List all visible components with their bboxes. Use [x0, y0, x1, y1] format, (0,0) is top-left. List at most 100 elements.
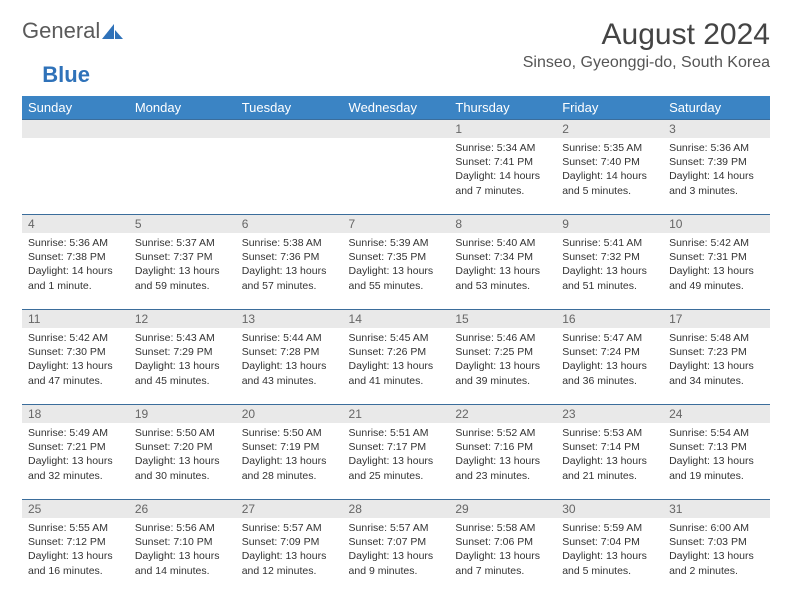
calendar-day-cell: 4Sunrise: 5:36 AMSunset: 7:38 PMDaylight… [22, 215, 129, 310]
calendar-day-cell: 18Sunrise: 5:49 AMSunset: 7:21 PMDayligh… [22, 405, 129, 500]
logo-text-2: Blue [42, 62, 90, 88]
sunset-text: Sunset: 7:13 PM [669, 440, 764, 454]
day-content: Sunrise: 5:37 AMSunset: 7:37 PMDaylight:… [129, 233, 236, 297]
day-content: Sunrise: 5:51 AMSunset: 7:17 PMDaylight:… [343, 423, 450, 487]
sunrise-text: Sunrise: 5:57 AM [242, 521, 337, 535]
sunrise-text: Sunrise: 5:42 AM [28, 331, 123, 345]
daylight-text: Daylight: 13 hours and 47 minutes. [28, 359, 123, 387]
calendar-day-cell: 19Sunrise: 5:50 AMSunset: 7:20 PMDayligh… [129, 405, 236, 500]
day-number: 23 [556, 405, 663, 423]
sunset-text: Sunset: 7:26 PM [349, 345, 444, 359]
day-number: 4 [22, 215, 129, 233]
sunset-text: Sunset: 7:41 PM [455, 155, 550, 169]
calendar-week-row: 18Sunrise: 5:49 AMSunset: 7:21 PMDayligh… [22, 405, 770, 500]
day-content: Sunrise: 5:42 AMSunset: 7:31 PMDaylight:… [663, 233, 770, 297]
logo: General [22, 18, 124, 44]
daylight-text: Daylight: 13 hours and 41 minutes. [349, 359, 444, 387]
day-number: 26 [129, 500, 236, 518]
calendar-day-cell [236, 120, 343, 215]
daylight-text: Daylight: 13 hours and 14 minutes. [135, 549, 230, 577]
sunset-text: Sunset: 7:09 PM [242, 535, 337, 549]
daylight-text: Daylight: 13 hours and 19 minutes. [669, 454, 764, 482]
weekday-header: Sunday [22, 96, 129, 120]
sunrise-text: Sunrise: 5:37 AM [135, 236, 230, 250]
sunset-text: Sunset: 7:38 PM [28, 250, 123, 264]
day-content: Sunrise: 5:46 AMSunset: 7:25 PMDaylight:… [449, 328, 556, 392]
day-content [236, 138, 343, 145]
day-content [343, 138, 450, 145]
sunrise-text: Sunrise: 5:36 AM [28, 236, 123, 250]
month-title: August 2024 [523, 18, 770, 52]
sunrise-text: Sunrise: 5:45 AM [349, 331, 444, 345]
sunset-text: Sunset: 7:30 PM [28, 345, 123, 359]
day-content: Sunrise: 5:42 AMSunset: 7:30 PMDaylight:… [22, 328, 129, 392]
calendar-day-cell: 27Sunrise: 5:57 AMSunset: 7:09 PMDayligh… [236, 500, 343, 595]
calendar-body: 1Sunrise: 5:34 AMSunset: 7:41 PMDaylight… [22, 120, 770, 595]
daylight-text: Daylight: 13 hours and 7 minutes. [455, 549, 550, 577]
sunset-text: Sunset: 7:03 PM [669, 535, 764, 549]
day-number: 30 [556, 500, 663, 518]
daylight-text: Daylight: 13 hours and 49 minutes. [669, 264, 764, 292]
sunset-text: Sunset: 7:07 PM [349, 535, 444, 549]
day-number: 28 [343, 500, 450, 518]
sunset-text: Sunset: 7:21 PM [28, 440, 123, 454]
sunset-text: Sunset: 7:29 PM [135, 345, 230, 359]
sunset-text: Sunset: 7:10 PM [135, 535, 230, 549]
day-content: Sunrise: 5:52 AMSunset: 7:16 PMDaylight:… [449, 423, 556, 487]
day-content: Sunrise: 5:41 AMSunset: 7:32 PMDaylight:… [556, 233, 663, 297]
weekday-header: Monday [129, 96, 236, 120]
day-content: Sunrise: 5:39 AMSunset: 7:35 PMDaylight:… [343, 233, 450, 297]
sunrise-text: Sunrise: 5:50 AM [135, 426, 230, 440]
day-content: Sunrise: 6:00 AMSunset: 7:03 PMDaylight:… [663, 518, 770, 582]
sunset-text: Sunset: 7:25 PM [455, 345, 550, 359]
day-content: Sunrise: 5:44 AMSunset: 7:28 PMDaylight:… [236, 328, 343, 392]
sunrise-text: Sunrise: 5:47 AM [562, 331, 657, 345]
calendar-day-cell: 6Sunrise: 5:38 AMSunset: 7:36 PMDaylight… [236, 215, 343, 310]
sunset-text: Sunset: 7:12 PM [28, 535, 123, 549]
sunset-text: Sunset: 7:06 PM [455, 535, 550, 549]
calendar-day-cell: 9Sunrise: 5:41 AMSunset: 7:32 PMDaylight… [556, 215, 663, 310]
day-content: Sunrise: 5:57 AMSunset: 7:07 PMDaylight:… [343, 518, 450, 582]
day-number: 11 [22, 310, 129, 328]
day-content: Sunrise: 5:55 AMSunset: 7:12 PMDaylight:… [22, 518, 129, 582]
day-number: 22 [449, 405, 556, 423]
calendar-day-cell: 11Sunrise: 5:42 AMSunset: 7:30 PMDayligh… [22, 310, 129, 405]
day-content: Sunrise: 5:49 AMSunset: 7:21 PMDaylight:… [22, 423, 129, 487]
day-number: 24 [663, 405, 770, 423]
sunrise-text: Sunrise: 5:59 AM [562, 521, 657, 535]
day-number [129, 120, 236, 138]
sunset-text: Sunset: 7:39 PM [669, 155, 764, 169]
calendar-day-cell: 28Sunrise: 5:57 AMSunset: 7:07 PMDayligh… [343, 500, 450, 595]
daylight-text: Daylight: 13 hours and 45 minutes. [135, 359, 230, 387]
weekday-header: Saturday [663, 96, 770, 120]
day-number: 25 [22, 500, 129, 518]
daylight-text: Daylight: 13 hours and 12 minutes. [242, 549, 337, 577]
day-content: Sunrise: 5:45 AMSunset: 7:26 PMDaylight:… [343, 328, 450, 392]
weekday-header-row: SundayMondayTuesdayWednesdayThursdayFrid… [22, 96, 770, 120]
sunset-text: Sunset: 7:28 PM [242, 345, 337, 359]
sunset-text: Sunset: 7:16 PM [455, 440, 550, 454]
weekday-header: Thursday [449, 96, 556, 120]
calendar-day-cell: 7Sunrise: 5:39 AMSunset: 7:35 PMDaylight… [343, 215, 450, 310]
daylight-text: Daylight: 13 hours and 23 minutes. [455, 454, 550, 482]
sunset-text: Sunset: 7:20 PM [135, 440, 230, 454]
sunset-text: Sunset: 7:17 PM [349, 440, 444, 454]
day-number: 21 [343, 405, 450, 423]
sunrise-text: Sunrise: 5:55 AM [28, 521, 123, 535]
sunrise-text: Sunrise: 5:38 AM [242, 236, 337, 250]
daylight-text: Daylight: 14 hours and 7 minutes. [455, 169, 550, 197]
day-number: 18 [22, 405, 129, 423]
daylight-text: Daylight: 14 hours and 5 minutes. [562, 169, 657, 197]
calendar-day-cell: 13Sunrise: 5:44 AMSunset: 7:28 PMDayligh… [236, 310, 343, 405]
day-number: 20 [236, 405, 343, 423]
day-content: Sunrise: 5:50 AMSunset: 7:19 PMDaylight:… [236, 423, 343, 487]
daylight-text: Daylight: 13 hours and 30 minutes. [135, 454, 230, 482]
sunrise-text: Sunrise: 5:54 AM [669, 426, 764, 440]
day-number: 17 [663, 310, 770, 328]
sunset-text: Sunset: 7:37 PM [135, 250, 230, 264]
day-number: 3 [663, 120, 770, 138]
day-number: 10 [663, 215, 770, 233]
day-content: Sunrise: 5:48 AMSunset: 7:23 PMDaylight:… [663, 328, 770, 392]
sunrise-text: Sunrise: 5:43 AM [135, 331, 230, 345]
sunrise-text: Sunrise: 5:39 AM [349, 236, 444, 250]
